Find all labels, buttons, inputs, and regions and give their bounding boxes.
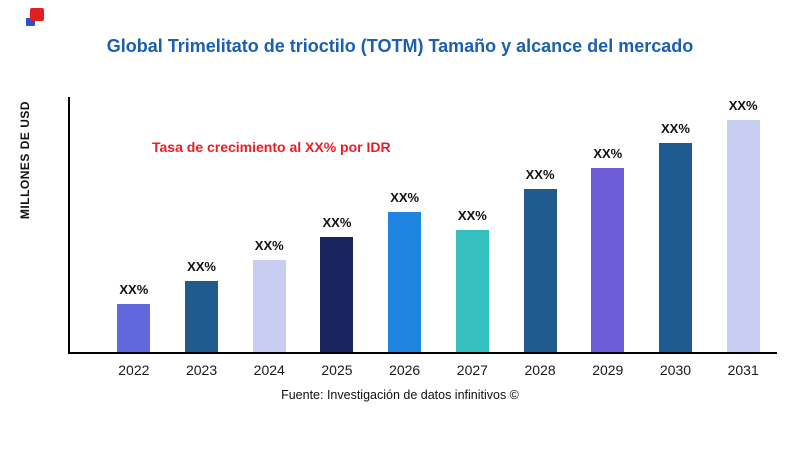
bar-2030 — [658, 143, 692, 352]
bar-column-2028: XX% 2028 — [506, 97, 574, 378]
brand-logo-blue-shape — [26, 18, 35, 26]
bar-value-label-2022: XX% — [119, 282, 149, 297]
bar-value-label-2025: XX% — [322, 215, 352, 230]
plot-area: Tasa de crecimiento al XX% por IDR XX% 20… — [68, 97, 777, 378]
bar-column-2027: XX% 2027 — [439, 97, 507, 378]
bar-2031 — [726, 120, 760, 352]
bar-value-label-2023: XX% — [187, 259, 216, 274]
x-tick-label-2027: 2027 — [456, 362, 488, 378]
bar-2023 — [185, 281, 219, 352]
brand-logo-red-shape — [30, 8, 44, 21]
bar-series: XX% 2022 XX% 2023 XX% 2024 XX% 2025 XX% 2026 XX% 20… — [70, 97, 777, 378]
x-tick-label-2023: 2023 — [185, 362, 218, 378]
bar-2022 — [117, 304, 151, 352]
chart-title: Global Trimelitato de trioctilo (TOTM) T… — [106, 36, 694, 56]
bar-2026 — [388, 212, 422, 352]
x-tick-label-2024: 2024 — [253, 362, 285, 378]
x-tick-label-2029: 2029 — [592, 362, 624, 378]
bar-value-label-2029: XX% — [593, 146, 623, 161]
x-tick-label-2030: 2030 — [659, 362, 692, 378]
bar-column-2029: XX% 2029 — [574, 97, 642, 378]
x-tick-label-2025: 2025 — [321, 362, 353, 378]
bar-2029 — [591, 168, 625, 352]
bar-2027 — [455, 230, 489, 352]
bar-value-label-2026: XX% — [390, 190, 420, 205]
bar-column-2026: XX% 2026 — [371, 97, 439, 378]
y-axis-label: MILLONES DE USD — [18, 100, 32, 220]
bar-column-2023: XX% 2023 — [168, 97, 236, 378]
x-tick-label-2026: 2026 — [389, 362, 421, 378]
bar-value-label-2031: XX% — [728, 98, 758, 113]
bar-2024 — [252, 260, 286, 352]
bar-value-label-2028: XX% — [525, 167, 555, 182]
bar-value-label-2024: XX% — [254, 238, 284, 253]
bar-column-2031: XX% 2031 — [709, 97, 777, 378]
x-tick-label-2031: 2031 — [727, 362, 759, 378]
bar-column-2024: XX% 2024 — [235, 97, 303, 378]
bar-column-2025: XX% 2025 — [303, 97, 371, 378]
bar-column-2022: XX% 2022 — [100, 97, 168, 378]
brand-logo — [26, 8, 48, 28]
x-tick-label-2022: 2022 — [118, 362, 150, 378]
x-tick-label-2028: 2028 — [524, 362, 556, 378]
bar-2028 — [523, 189, 557, 352]
growth-annotation: Tasa de crecimiento al XX% por IDR — [152, 139, 391, 155]
bar-column-2030: XX% 2030 — [642, 97, 710, 378]
source-caption: Fuente: Investigación de datos infinitiv… — [281, 388, 519, 402]
bar-value-label-2030: XX% — [661, 121, 690, 136]
bar-value-label-2027: XX% — [457, 208, 487, 223]
bar-2025 — [320, 237, 354, 352]
